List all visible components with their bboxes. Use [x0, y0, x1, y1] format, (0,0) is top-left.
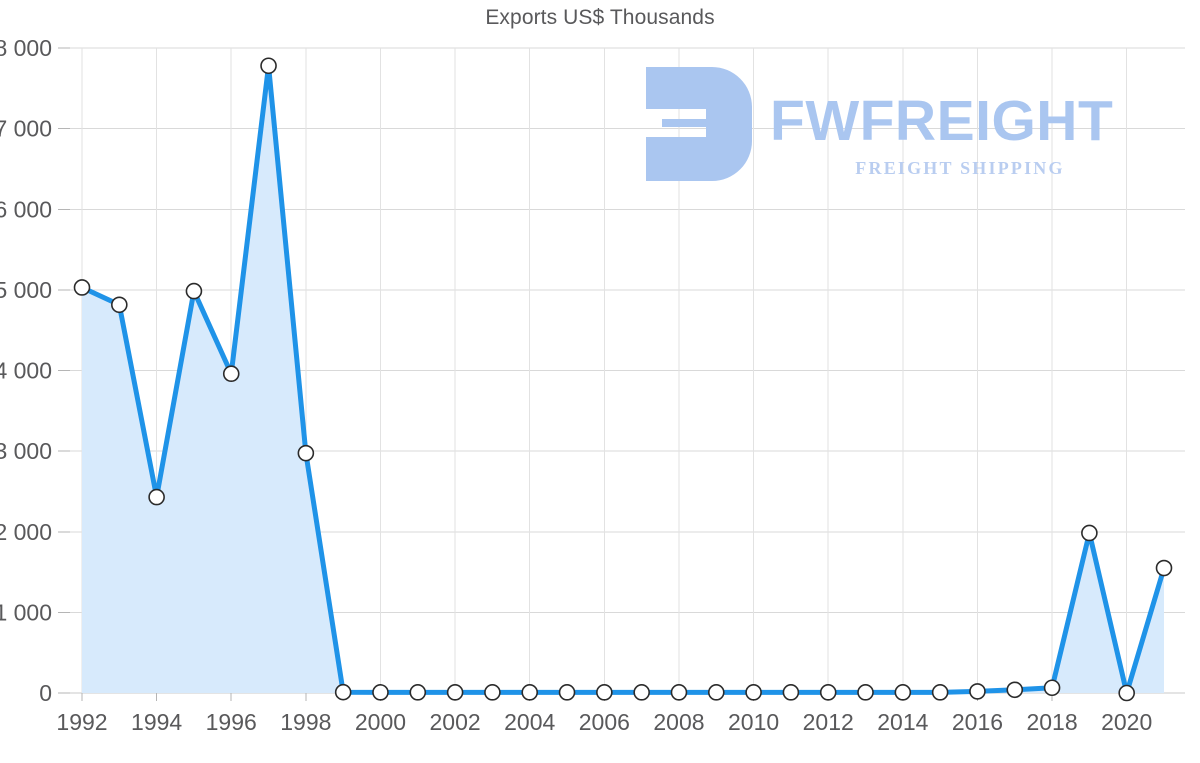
data-point-marker[interactable]: [372, 684, 389, 701]
y-axis-tick-label: 8 000: [0, 35, 52, 61]
y-axis-tick-label: 7 000: [0, 116, 52, 142]
x-axis-tick-label: 2020: [1101, 709, 1152, 735]
x-axis-tick-label: 2014: [877, 709, 928, 735]
data-point-marker[interactable]: [782, 684, 800, 701]
data-point-marker[interactable]: [1118, 684, 1135, 702]
data-point-marker[interactable]: [931, 684, 949, 701]
y-axis-tick-label: 1 000: [0, 599, 52, 625]
x-axis-tick-label: 1994: [131, 709, 182, 735]
data-point-marker[interactable]: [484, 684, 501, 701]
data-point-marker[interactable]: [111, 296, 128, 314]
data-point-marker[interactable]: [185, 282, 203, 300]
y-axis-tick-label: 2 000: [0, 519, 52, 545]
x-axis-tick-labels: 1992 1994 1996 1998 2000 2002 2004 2006 2008 2010…: [56, 709, 1152, 735]
data-point-marker[interactable]: [894, 684, 912, 701]
x-axis-tick-label: 1996: [206, 709, 257, 735]
data-point-marker[interactable]: [222, 365, 240, 383]
y-axis-tick-label: 3 000: [0, 438, 52, 464]
y-axis-tick-label: 5 000: [0, 277, 52, 303]
data-point-marker[interactable]: [969, 683, 986, 700]
x-axis-tick-label: 2016: [952, 709, 1003, 735]
data-point-marker[interactable]: [409, 684, 427, 701]
data-point-marker[interactable]: [707, 684, 725, 701]
data-point-marker[interactable]: [446, 684, 464, 701]
data-point-marker[interactable]: [596, 684, 613, 701]
y-axis-tick-labels: 0 1 000 2 000 3 000 4 000 5 000 6 000 7 000 8 00…: [0, 35, 52, 706]
data-point-marker[interactable]: [260, 57, 277, 75]
data-point-marker[interactable]: [1081, 524, 1098, 542]
data-point-marker[interactable]: [633, 684, 650, 701]
x-axis-tick-label: 2000: [355, 709, 406, 735]
data-point-marker[interactable]: [334, 683, 352, 701]
data-point-marker[interactable]: [1043, 679, 1061, 697]
x-axis-tick-label: 2006: [579, 709, 630, 735]
data-point-marker[interactable]: [297, 444, 315, 462]
x-axis-tick-label: 2002: [430, 709, 481, 735]
x-axis-tick-label: 2004: [504, 709, 555, 735]
series-data-point-markers: [73, 57, 1173, 702]
data-point-marker[interactable]: [521, 684, 539, 701]
data-point-marker[interactable]: [1155, 559, 1173, 577]
y-axis-tick-label: 6 000: [0, 196, 52, 222]
x-axis-tick-label: 1992: [56, 709, 107, 735]
chart-title: Exports US$ Thousands: [485, 6, 715, 29]
y-axis-tick-label: 4 000: [0, 358, 52, 384]
x-axis-tick-label: 2018: [1026, 709, 1077, 735]
x-axis-tick-label: 2010: [728, 709, 779, 735]
data-point-marker[interactable]: [819, 684, 837, 701]
data-point-marker[interactable]: [745, 684, 762, 701]
x-axis-tick-label: 2008: [653, 709, 704, 735]
data-point-marker[interactable]: [73, 279, 91, 296]
data-point-marker[interactable]: [670, 684, 688, 701]
data-point-marker[interactable]: [558, 684, 576, 701]
series-area-fill: [82, 65, 1164, 694]
data-point-marker[interactable]: [1006, 681, 1024, 699]
x-axis-tick-label: 2012: [803, 709, 854, 735]
data-point-marker[interactable]: [148, 488, 165, 506]
data-point-marker[interactable]: [857, 684, 874, 701]
y-axis-tick-label: 0: [39, 680, 52, 706]
x-axis-tick-label: 1998: [280, 709, 331, 735]
